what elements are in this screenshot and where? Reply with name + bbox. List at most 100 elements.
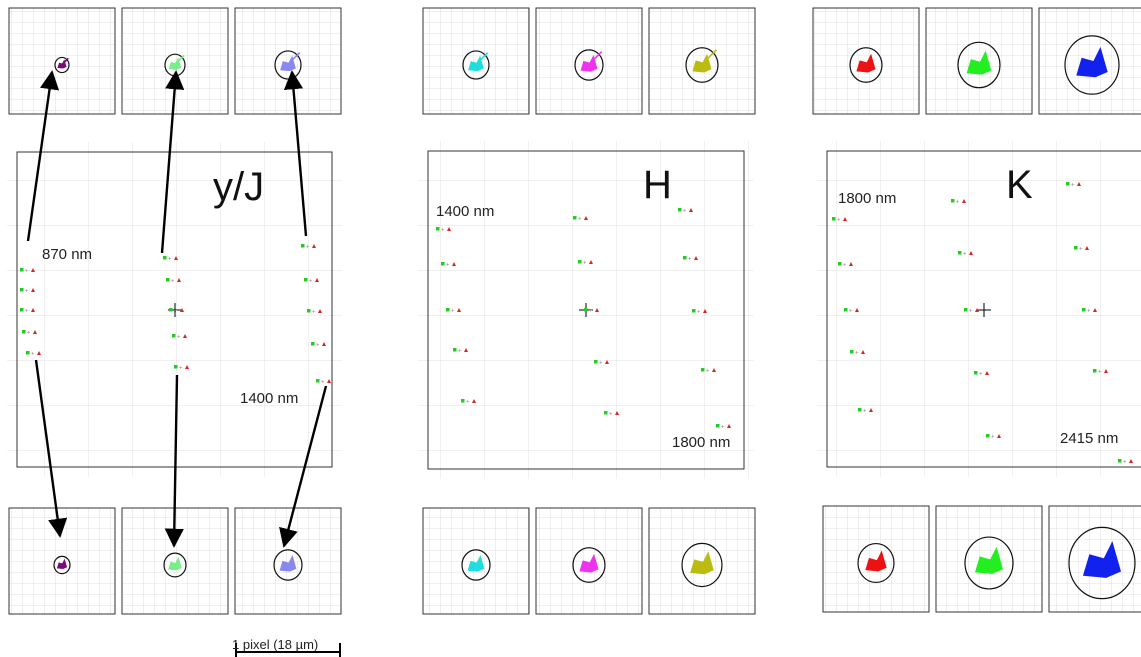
svg-text:+: + — [979, 372, 983, 378]
spot-marker-yj-1-3: + — [20, 308, 35, 315]
spot-marker-k-3-4: + — [1093, 369, 1108, 376]
callout-arrow-2 — [160, 70, 185, 254]
band-title-h: H — [643, 163, 672, 207]
spot-marker-yj-1-5: + — [26, 351, 41, 358]
svg-text:+: + — [25, 309, 29, 315]
spot-thumb-bottom-k-1 — [822, 505, 930, 613]
svg-text:+: + — [956, 200, 960, 206]
svg-text:+: + — [1087, 309, 1091, 315]
band-title-yj: y/J — [213, 165, 264, 209]
spot-thumb-bottom-h-3 — [648, 507, 756, 615]
wavelength-start-label-h: 1400 nm — [436, 203, 494, 220]
svg-text:+: + — [697, 310, 701, 316]
spot-marker-k-2-4: + — [974, 371, 989, 378]
svg-text:+: + — [589, 309, 593, 315]
spot-thumb-bottom-k-2 — [935, 505, 1043, 613]
svg-text:+: + — [849, 309, 853, 315]
spot-thumb-top-h-3 — [648, 7, 756, 115]
spot-marker-h-3-5: + — [716, 424, 731, 431]
spot-marker-h-3-2: + — [683, 256, 698, 263]
spot-marker-k-1-3: + — [844, 308, 859, 315]
spot-marker-h-3-3: + — [692, 309, 707, 316]
wavelength-start-label-yj: 870 nm — [42, 246, 92, 263]
spot-marker-yj-2-2: + — [166, 278, 181, 285]
spot-marker-h-2-1: + — [573, 216, 588, 223]
svg-text:+: + — [441, 228, 445, 234]
svg-text:+: + — [25, 269, 29, 275]
spot-thumb-bottom-yj-3 — [234, 507, 342, 615]
svg-text:+: + — [1098, 370, 1102, 376]
spot-thumb-bottom-yj-1 — [8, 507, 116, 615]
spot-marker-k-1-5: + — [858, 408, 873, 415]
scale-bar — [235, 643, 341, 657]
svg-text:+: + — [843, 263, 847, 269]
svg-text:+: + — [1071, 183, 1075, 189]
spot-marker-h-2-2: + — [578, 260, 593, 267]
svg-text:+: + — [171, 279, 175, 285]
svg-text:+: + — [177, 335, 181, 341]
svg-text:+: + — [309, 279, 313, 285]
svg-text:+: + — [855, 351, 859, 357]
svg-text:+: + — [683, 209, 687, 215]
spot-thumb-top-yj-1 — [8, 7, 116, 115]
svg-text:+: + — [306, 245, 310, 251]
svg-text:+: + — [837, 218, 841, 224]
spot-marker-k-2-1: + — [951, 199, 966, 206]
svg-text:+: + — [458, 349, 462, 355]
callout-arrows — [26, 70, 328, 548]
spot-marker-k-2-5: + — [986, 434, 1001, 441]
spot-marker-yj-3-1: + — [301, 244, 316, 251]
wavelength-start-label-k: 1800 nm — [838, 190, 896, 207]
spot-marker-yj-1-4: + — [22, 330, 37, 337]
spot-thumb-top-k-1 — [812, 7, 920, 115]
spot-marker-k-1-1: + — [832, 217, 847, 224]
spot-marker-yj-3-4: + — [311, 342, 326, 349]
svg-text:+: + — [969, 309, 973, 315]
focal-plane-panel-k: + + + + + + + + + + + + + + + — [817, 141, 1141, 477]
svg-text:+: + — [451, 309, 455, 315]
spot-marker-k-3-1: + — [1066, 182, 1081, 189]
spot-marker-yj-3-2: + — [304, 278, 319, 285]
callout-arrow-1 — [26, 70, 60, 242]
svg-text:+: + — [721, 425, 725, 431]
svg-text:+: + — [446, 263, 450, 269]
svg-text:+: + — [863, 409, 867, 415]
svg-text:+: + — [27, 331, 31, 337]
spot-marker-h-3-1: + — [678, 208, 693, 215]
svg-text:+: + — [599, 361, 603, 367]
svg-text:+: + — [609, 412, 613, 418]
spot-marker-yj-1-2: + — [20, 288, 35, 295]
spot-marker-k-3-2: + — [1074, 246, 1089, 253]
svg-text:+: + — [25, 289, 29, 295]
spot-marker-yj-2-3: + — [169, 308, 184, 315]
svg-text:+: + — [963, 252, 967, 258]
svg-text:+: + — [31, 352, 35, 358]
spot-thumb-top-h-1 — [422, 7, 530, 115]
spot-marker-h-3-4: + — [701, 368, 716, 375]
spot-marker-h-2-3: + — [584, 308, 599, 315]
callout-arrow-3 — [283, 70, 308, 237]
svg-text:+: + — [316, 343, 320, 349]
spot-marker-yj-2-4: + — [172, 334, 187, 341]
svg-text:+: + — [179, 366, 183, 372]
svg-text:+: + — [583, 261, 587, 267]
spot-marker-yj-2-1: + — [163, 256, 178, 263]
svg-text:+: + — [1123, 460, 1127, 466]
wavelength-end-label-k: 2415 nm — [1060, 430, 1118, 447]
svg-text:+: + — [168, 257, 172, 263]
spot-marker-yj-3-3: + — [307, 309, 322, 316]
spot-marker-k-2-2: + — [958, 251, 973, 258]
spot-marker-h-2-4: + — [594, 360, 609, 367]
callout-arrow-4 — [34, 359, 68, 538]
spot-thumb-bottom-h-1 — [422, 507, 530, 615]
svg-text:+: + — [466, 400, 470, 406]
svg-text:+: + — [174, 309, 178, 315]
spot-marker-h-1-2: + — [441, 262, 456, 269]
focal-plane-panels: ++++++++++++++++++++++++++++++++++++++++… — [7, 141, 1141, 479]
spot-thumb-top-yj-3 — [234, 7, 342, 115]
scale-bar-label: 1 pixel (18 µm) — [232, 637, 319, 652]
spot-marker-h-1-4: + — [453, 348, 468, 355]
spot-thumb-bottom-k-3 — [1048, 505, 1141, 613]
spot-marker-k-2-3: + — [964, 308, 979, 315]
